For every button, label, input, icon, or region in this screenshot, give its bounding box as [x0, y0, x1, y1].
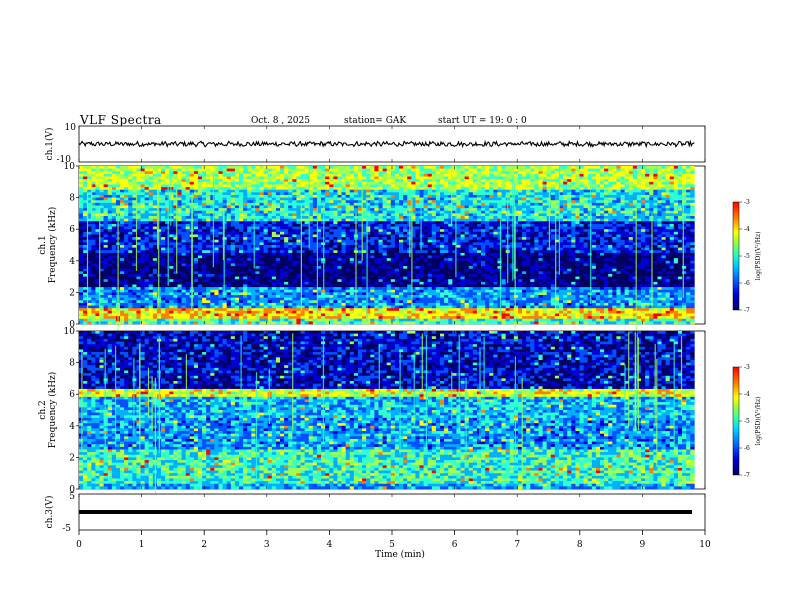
ch1-colorbar: -3-4-5-6-7 log(PSD)(V²/Hz): [732, 199, 762, 314]
ch2-colorbar: -3-4-5-6-7 log(PSD)(V²/Hz): [732, 364, 762, 479]
ch1-trace: [78, 139, 695, 149]
ch1-spectrogram-heatmap: [79, 166, 695, 339]
ch2-spec-ylabel-line2: Frequency (kHz): [47, 372, 58, 449]
ch1-colorbar-label: log(PSD)(V²/Hz): [755, 232, 762, 281]
figure-title: VLF Spectra: [80, 113, 162, 127]
ch1-colorbar-gradient: [732, 201, 740, 311]
station-label: station= GAK: [344, 116, 407, 126]
ch1-ytick-top: 10: [65, 123, 77, 133]
ch1-colorbar-ticks: -3-4-5-6-7: [739, 199, 750, 314]
ch3-waveform-panel: 5 -5 ch.3(V): [44, 492, 706, 534]
ch2-colorbar-gradient: [732, 366, 740, 476]
ch1-spec-ylabel-line1: ch.1: [38, 235, 48, 254]
date-label: Oct. 8 , 2025: [251, 116, 310, 126]
ch2-spec-ylabel-line1: ch.2: [38, 400, 48, 419]
ch3-ytick-5: 5: [69, 492, 75, 502]
ch2-spectrogram-heatmap: [79, 331, 695, 502]
ch1-ylabel: ch.1(V): [44, 128, 55, 161]
time-axis-label: Time (min): [375, 549, 425, 560]
ch1-waveform-panel: 10 -10 ch.1(V): [44, 123, 706, 165]
ch3-ytick-neg5: -5: [62, 524, 71, 534]
ch1-ytick-bottom: -10: [57, 155, 72, 165]
ch3-trace: [79, 510, 692, 514]
ch2-colorbar-label: log(PSD)(V²/Hz): [755, 397, 762, 446]
ch3-ylabel: ch.3(V): [44, 496, 55, 529]
ch2-colorbar-ticks: -3-4-5-6-7: [739, 364, 750, 479]
ch1-spec-ylabel-line2: Frequency (kHz): [47, 207, 58, 284]
time-axis: 0 1 2 3 4 5 6 7 8 9 10: [76, 126, 711, 550]
start-time-label: start UT = 19: 0 : 0: [438, 116, 527, 126]
